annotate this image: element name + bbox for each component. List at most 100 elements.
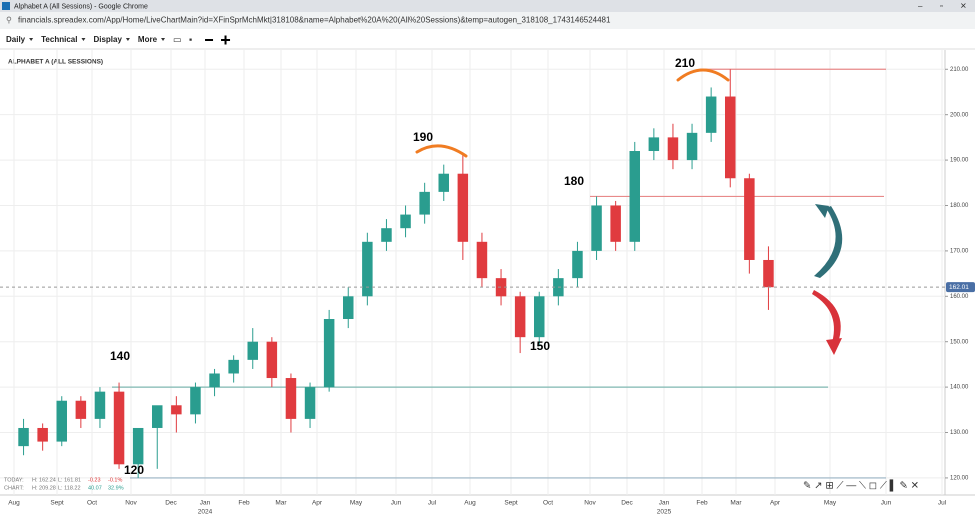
menu[interactable]: Display [93,35,122,44]
menu-caret [125,38,130,41]
info-today: TODAY: [4,477,24,483]
y-tick-label: 170.00 [950,248,969,254]
x-tick-label: Apr [312,500,323,507]
candle-body [514,296,526,338]
last-price-tag [946,282,975,293]
x-tick-label: Jan [200,500,211,507]
x-tick-label: Feb [238,500,250,507]
arrow-up [814,206,843,278]
menu[interactable]: Daily [6,35,26,44]
year-label: 2025 [657,509,672,516]
candle-body [190,387,201,415]
minimize[interactable]: – [918,2,923,11]
candle-body [438,173,450,192]
toolbar [0,29,975,49]
menus: Daily Technical Display More ▭ ▪ [6,34,231,45]
info-today: -0.1% [108,477,122,483]
y-tick-label: 160.00 [950,294,969,300]
callout: 140 [110,349,130,363]
candle-body [591,205,602,251]
candle-body [94,391,106,419]
candle-body [629,151,641,242]
candle-body [151,405,163,428]
x-tick-label: Aug [8,500,20,507]
candle-body [744,178,755,260]
x-tick-label: May [350,500,363,507]
x-tick-label: Nov [584,500,596,507]
callout: 120 [124,463,144,477]
x-tick-label: Apr [770,500,781,507]
candle-body [610,205,621,242]
menu[interactable]: Technical [41,35,77,44]
info-chart: CHART: [4,485,24,491]
x-tick-label: Sept [504,500,518,507]
info-chart: 32.9% [108,485,124,491]
candle-body [686,132,698,161]
drawing-tools[interactable]: ✎ ↗ ⊞ ⟋ — ⟍ ◻ ⟋ ▌ ✎ ✕ [803,479,919,493]
candle-body [266,341,278,379]
x-tick-label: Dec [621,500,633,507]
info-chart: H: 209.28 [32,485,56,491]
candle-body [228,359,239,374]
candle-body [362,241,373,297]
candle-body [37,427,48,442]
candle-body [457,173,469,242]
y-tick-label: 130.00 [950,430,969,436]
addressbar [0,12,975,29]
year-label: 2024 [198,509,213,516]
candle-body [419,191,430,215]
tool-icon[interactable]: ▪ [189,34,192,44]
info-today: H: 162.24 [32,477,56,483]
y-tick-label: 190.00 [950,158,969,164]
candle-body [323,319,335,388]
x-tick-label: Mar [730,500,742,507]
candle-body [763,259,774,288]
candle-body [400,214,411,229]
menu-caret [81,38,86,41]
candle-body [132,427,144,465]
candle-body [75,400,87,419]
site-icon: ⚲ [6,16,12,25]
close[interactable]: ✕ [960,2,967,11]
window-title: Alphabet A (All Sessions) - Google Chrom… [14,3,148,10]
candle-body [724,96,736,179]
info-chart: L: 118.22 [58,485,81,491]
callout: 210 [675,56,695,70]
candle-body [342,296,354,320]
x-tick-label: May [824,500,837,507]
x-tick-label: Oct [87,500,97,507]
info-today: L: 161.81 [58,477,81,483]
x-tick-label: Jul [938,500,947,507]
svg-text:✎ ↗ ⊞ ⟋ — ⟍ ◻ ⟋ ▌ ✎ ✕: ✎ ↗ ⊞ ⟋ — ⟍ ◻ ⟋ ▌ ✎ ✕ [803,479,919,493]
y-tick-label: 140.00 [950,385,969,391]
arc-210 [676,68,730,82]
x-tick-label: Nov [125,500,137,507]
x-tick-label: Mar [275,500,287,507]
x-tick-label: Sept [50,500,64,507]
callout: 190 [413,130,433,144]
x-tick-label: Feb [696,500,708,507]
tool-icon[interactable]: ▭ [173,34,182,44]
candle-body [285,378,297,419]
menu[interactable]: More [138,35,158,44]
y-tick-label: 210.00 [950,67,969,73]
callout: 150 [530,339,550,353]
menu-caret [161,38,166,41]
candle-body [495,278,507,297]
zoom-in[interactable] [221,35,231,45]
maximize[interactable]: ▫ [940,2,943,11]
candle-body [18,427,29,447]
x-tick-label: Jan [659,500,670,507]
candle-body [247,341,259,360]
menu-caret [29,38,34,41]
callout: 180 [564,174,584,188]
x-tick-label: Aug [464,500,476,507]
candle-body [209,373,220,388]
url[interactable]: financials.spreadex.com/App/Home/LiveCha… [18,16,611,25]
arrow-down-head [826,338,842,355]
candle-body [171,405,182,415]
candle-body [56,400,68,442]
x-tick-label: Jun [881,500,892,507]
